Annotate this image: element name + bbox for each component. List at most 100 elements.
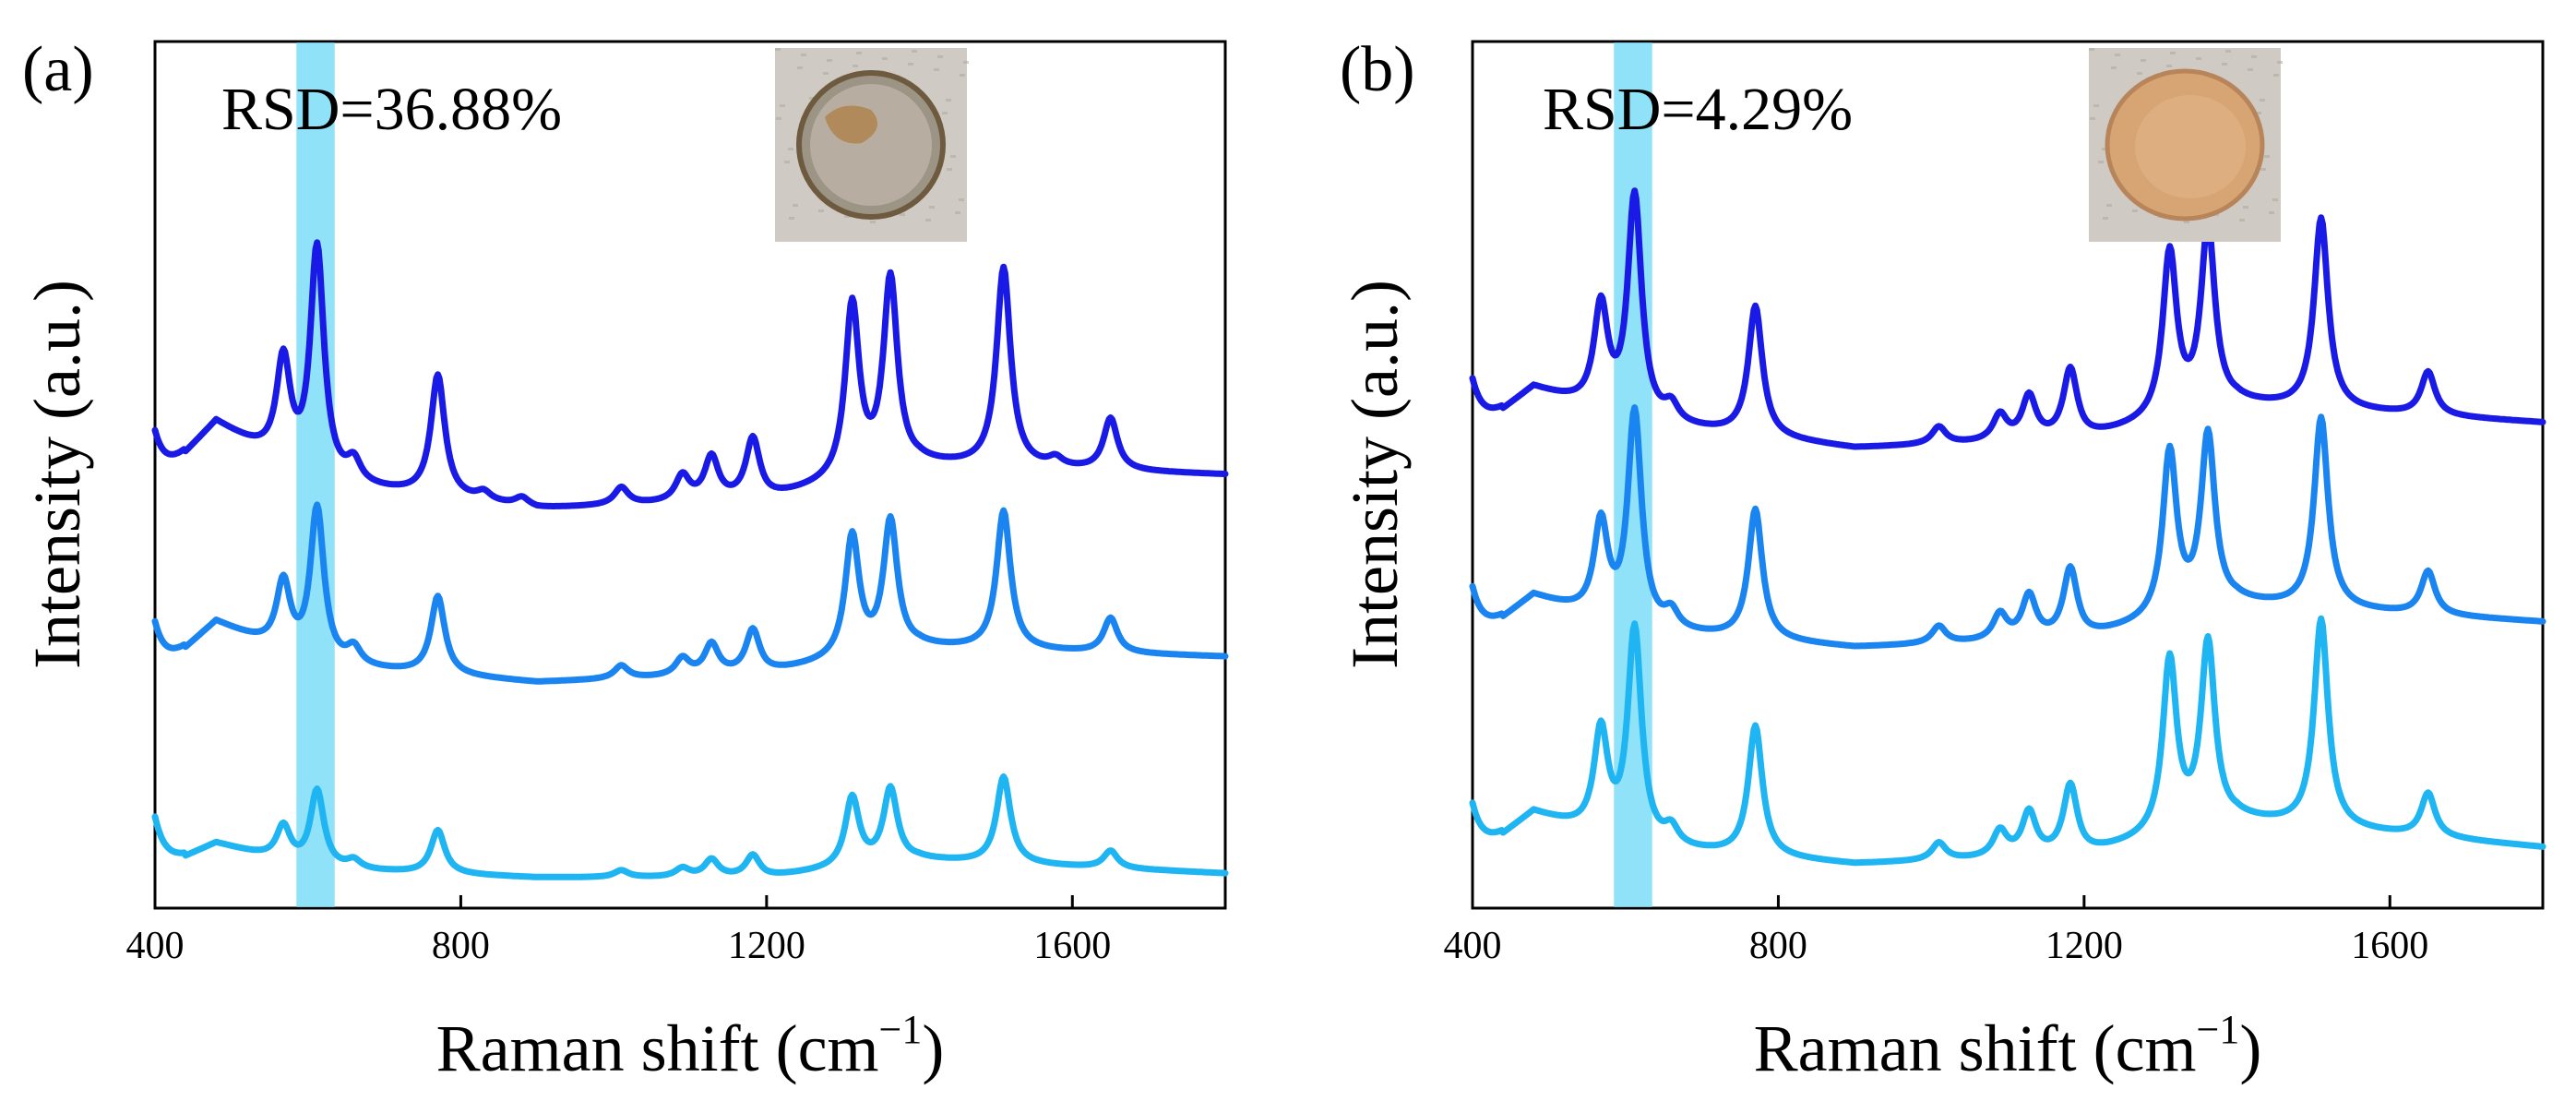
- inset-texture: [2111, 66, 2117, 69]
- inset-texture: [946, 99, 951, 102]
- inset-texture: [809, 97, 815, 100]
- inset-texture: [2225, 50, 2231, 53]
- inset-texture: [818, 209, 824, 212]
- x-tick-label: 1200: [2045, 925, 2123, 967]
- inset-texture: [844, 215, 850, 218]
- droplet-center: [810, 84, 932, 206]
- inset-texture: [882, 57, 888, 60]
- inset-texture: [2196, 57, 2201, 60]
- inset-texture: [2170, 52, 2176, 54]
- inset-texture: [2103, 217, 2108, 220]
- series-line-2: [1469, 404, 2546, 650]
- x-tick-label: 1600: [2351, 925, 2428, 967]
- x-axis-label: Raman shift (cm−1): [436, 1007, 945, 1085]
- inset-texture: [959, 198, 964, 201]
- inset-texture: [908, 63, 913, 66]
- inset-texture: [2106, 204, 2112, 207]
- inset-texture: [2260, 168, 2266, 171]
- rsd-annotation: RSD=4.29%: [1543, 76, 1853, 143]
- series-line-2: [151, 501, 1229, 685]
- panel-b: 400 800 1200 1600 (b) RSD=4.29% Intensity (…: [1288, 0, 2576, 1113]
- inset-texture: [788, 148, 793, 150]
- panel-label: (b): [1340, 34, 1415, 105]
- x-tick-label: 800: [432, 925, 490, 967]
- inset-texture: [934, 68, 939, 71]
- x-tick-label: 400: [126, 925, 185, 967]
- inset-texture: [925, 219, 931, 221]
- x-tick-label: 1600: [1033, 925, 1111, 967]
- x-axis-label-close: ): [2239, 1011, 2261, 1085]
- inset-texture: [937, 55, 943, 58]
- droplet-residue: [825, 105, 878, 144]
- series-line-1: [151, 239, 1229, 509]
- x-axis-label-text: Raman shift (cm: [1754, 1011, 2197, 1085]
- inset-texture: [2260, 99, 2265, 102]
- chart-svg-b: 400 800 1200 1600 (b) RSD=4.29% Intensity (…: [1338, 34, 2546, 1085]
- inset-texture: [950, 155, 956, 158]
- spectra-group: [151, 239, 1229, 880]
- x-axis-label: Raman shift (cm−1): [1754, 1007, 2262, 1085]
- series-line-3: [1469, 615, 2546, 867]
- x-tick-label: 1200: [728, 925, 805, 967]
- inset-texture: [870, 221, 876, 223]
- rsd-annotation: RSD=36.88%: [221, 76, 562, 143]
- inset-texture: [856, 52, 862, 54]
- inset-texture: [2222, 63, 2227, 66]
- x-axis-label-sup: −1: [2197, 1007, 2240, 1052]
- inset-texture: [912, 50, 917, 53]
- inset-texture: [2272, 198, 2278, 201]
- inset-texture: [960, 74, 965, 77]
- x-tick-label: 400: [1444, 925, 1502, 967]
- inset-texture: [2132, 209, 2138, 212]
- x-axis-label-text: Raman shift (cm: [436, 1011, 879, 1085]
- x-tick-label: 800: [1749, 925, 1807, 967]
- inset-texture: [2141, 59, 2146, 62]
- inset-texture: [2277, 61, 2283, 64]
- inset-texture: [2273, 74, 2279, 77]
- inset-texture: [793, 204, 798, 207]
- inset-texture: [2102, 148, 2107, 150]
- droplet-center: [2135, 95, 2246, 198]
- plot-frame: [1471, 40, 2545, 910]
- inset-texture: [2248, 68, 2253, 71]
- y-axis-label: Intensity (a.u.): [1338, 280, 1412, 669]
- inset-texture: [2264, 155, 2270, 158]
- inset-texture: [784, 161, 790, 163]
- inset-texture: [2093, 104, 2099, 107]
- inset-texture: [797, 66, 803, 69]
- inset-texture: [2090, 117, 2095, 120]
- inset-texture: [853, 65, 858, 67]
- inset-texture: [947, 168, 952, 171]
- series-line-1: [1469, 187, 2546, 450]
- y-axis-label: Intensity (a.u.): [20, 280, 94, 669]
- inset-texture: [2137, 72, 2142, 75]
- inset-texture: [776, 117, 781, 120]
- highlight-band: [296, 42, 335, 907]
- inset-texture: [2089, 48, 2094, 51]
- inset-texture: [2239, 219, 2245, 221]
- x-ticks: 400 800 1200 1600: [1444, 895, 2428, 967]
- spectra-group: [1469, 187, 2546, 867]
- inset-texture: [2269, 211, 2274, 214]
- inset-texture: [827, 59, 832, 62]
- inset-texture: [2166, 65, 2172, 67]
- inset-texture: [789, 217, 794, 220]
- inset-texture: [929, 206, 935, 209]
- inset-texture: [2256, 112, 2261, 114]
- x-axis-label-close: ): [922, 1011, 944, 1085]
- inset-texture: [900, 213, 905, 216]
- series-line-3: [151, 773, 1229, 880]
- inset-photo: [2089, 48, 2283, 242]
- x-axis-label-sup: −1: [879, 1007, 923, 1052]
- inset-texture: [942, 112, 948, 114]
- inset-texture: [2098, 161, 2104, 163]
- panel-label: (a): [22, 34, 94, 105]
- panel-a: 400 800 1200 1600 (a) RSD=36.88% Intensity …: [20, 34, 1229, 1085]
- inset-texture: [801, 54, 806, 56]
- inset-texture: [2115, 54, 2120, 56]
- chart-svg-a: 400 800 1200 1600 (a) RSD=36.88% Intensity …: [20, 34, 1229, 1085]
- inset-texture: [955, 211, 960, 214]
- inset-texture: [963, 61, 969, 64]
- inset-texture: [2243, 206, 2248, 209]
- inset-texture: [2251, 55, 2257, 58]
